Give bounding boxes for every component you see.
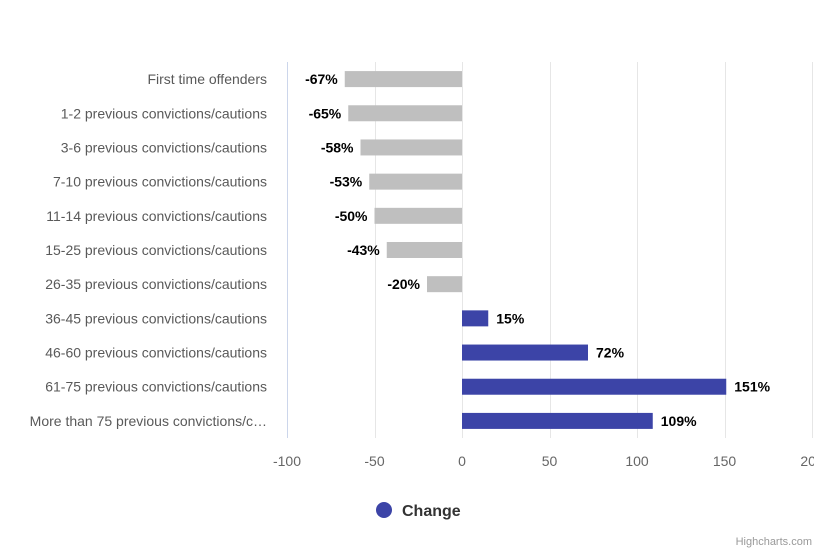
- x-tick-label: -100: [273, 453, 301, 469]
- bar[interactable]: [462, 344, 588, 361]
- bar[interactable]: [344, 71, 462, 88]
- gridlines: [287, 62, 813, 438]
- data-label: -58%: [321, 139, 354, 155]
- data-label: 109%: [661, 413, 697, 429]
- bar[interactable]: [348, 105, 462, 122]
- bar[interactable]: [360, 139, 463, 156]
- data-label: 15%: [496, 310, 525, 326]
- x-tick-label: 50: [542, 453, 558, 469]
- credits-link[interactable]: Highcharts.com: [736, 536, 812, 548]
- category-label: 46-60 previous convictions/cautions: [45, 345, 267, 361]
- category-label: 11-14 previous convictions/cautions: [46, 208, 267, 224]
- category-label: 36-45 previous convictions/cautions: [45, 310, 267, 326]
- x-tick-label: 0: [458, 453, 466, 469]
- bar[interactable]: [462, 310, 489, 327]
- bars: [344, 71, 727, 429]
- x-axis-tick-labels: -100 -50 0 50 100 150 200: [273, 453, 814, 469]
- data-label: -50%: [335, 208, 368, 224]
- data-label: -67%: [305, 71, 338, 87]
- category-label: 3-6 previous convictions/cautions: [61, 139, 267, 155]
- category-labels: First time offenders 1-2 previous convict…: [30, 71, 267, 429]
- category-label: First time offenders: [147, 71, 267, 87]
- category-label: More than 75 previous convictions/c…: [30, 413, 267, 429]
- data-labels: -67% -65% -58% -53% -50% -43% -20% 15% 72% 151% 10…: [305, 71, 771, 429]
- data-label: -53%: [330, 174, 363, 190]
- bar[interactable]: [386, 242, 462, 258]
- x-tick-label: 200: [800, 453, 814, 469]
- legend[interactable]: Change: [376, 502, 461, 520]
- x-tick-label: -50: [364, 453, 384, 469]
- legend-marker-icon: [376, 502, 392, 518]
- bar[interactable]: [374, 207, 463, 224]
- category-label: 26-35 previous convictions/cautions: [45, 276, 267, 292]
- category-label: 7-10 previous convictions/cautions: [53, 174, 267, 190]
- bar[interactable]: [462, 412, 653, 429]
- bar[interactable]: [427, 276, 462, 293]
- data-label: 72%: [596, 345, 625, 361]
- bar[interactable]: [462, 378, 727, 395]
- data-label: -43%: [347, 242, 380, 258]
- data-label: 151%: [734, 379, 770, 395]
- data-label: -65%: [309, 105, 342, 121]
- category-label: 61-75 previous convictions/cautions: [45, 379, 267, 395]
- category-label: 1-2 previous convictions/cautions: [61, 105, 267, 121]
- bar[interactable]: [369, 173, 462, 190]
- x-tick-label: 150: [713, 453, 737, 469]
- x-tick-label: 100: [625, 453, 649, 469]
- data-label: -20%: [387, 276, 420, 292]
- category-label: 15-25 previous convictions/cautions: [45, 242, 267, 258]
- legend-label[interactable]: Change: [402, 503, 461, 520]
